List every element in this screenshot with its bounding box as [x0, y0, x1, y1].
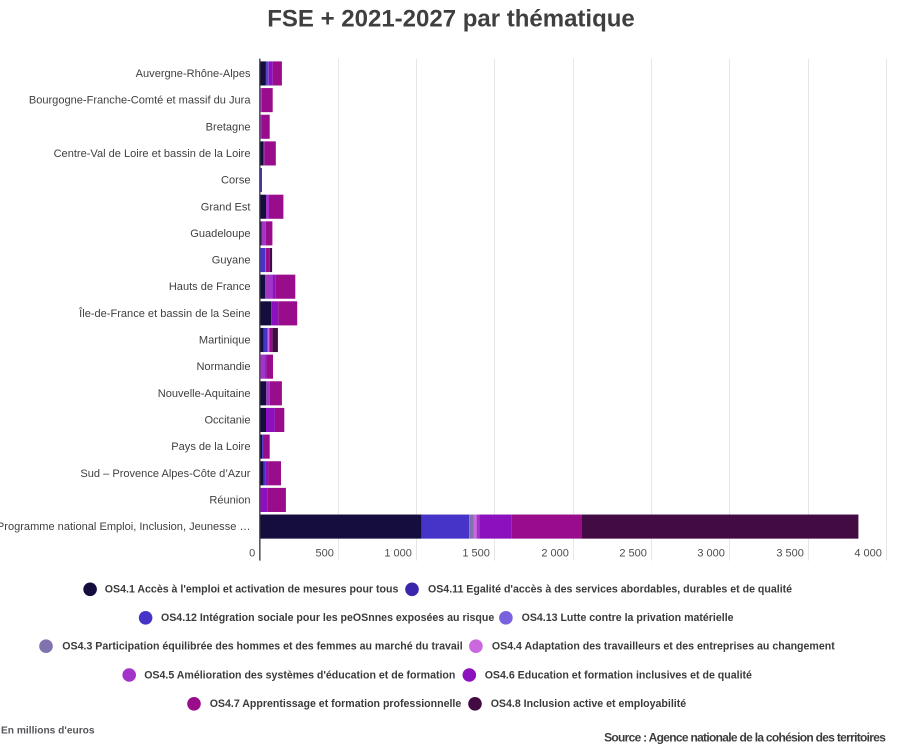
svg-text:Normandie: Normandie — [196, 361, 250, 373]
svg-text:Martinique: Martinique — [199, 335, 251, 347]
svg-text:Hauts de France: Hauts de France — [169, 281, 251, 293]
svg-text:Sud – Provence Alpes-Côte d’Az: Sud – Provence Alpes-Côte d’Azur — [80, 468, 250, 480]
svg-text:Bretagne: Bretagne — [206, 121, 251, 133]
svg-text:OS4.12 Intégration sociale pou: OS4.12 Intégration sociale pour les peOS… — [161, 612, 494, 624]
svg-text:3 000: 3 000 — [697, 548, 725, 560]
svg-text:Grand Est: Grand Est — [201, 201, 251, 213]
svg-text:OS4.1 Accès à l'emploi et acti: OS4.1 Accès à l'emploi et activation de … — [105, 584, 399, 596]
svg-text:1 000: 1 000 — [384, 548, 412, 560]
svg-text:OS4.6 Education et formation i: OS4.6 Education et formation inclusives … — [485, 669, 752, 681]
svg-text:3 500: 3 500 — [776, 548, 804, 560]
svg-text:Bourgogne-Franche-Comté et mas: Bourgogne-Franche-Comté et massif du Jur… — [29, 95, 252, 107]
svg-text:En millions d'euros: En millions d'euros — [1, 726, 95, 737]
svg-text:2 500: 2 500 — [619, 548, 647, 560]
svg-text:Corse: Corse — [221, 175, 250, 187]
svg-text:Île-de-France et bassin de la: Île-de-France et bassin de la Seine — [78, 307, 250, 320]
svg-text:Auvergne-Rhône-Alpes: Auvergne-Rhône-Alpes — [136, 68, 251, 80]
svg-text:OS4.8 Inclusion active et empl: OS4.8 Inclusion active et employabilité — [491, 698, 687, 710]
svg-text:OS4.13 Lutte contre la privati: OS4.13 Lutte contre la privation matérie… — [522, 612, 734, 624]
svg-text:OS4.3 Participation équilibrée: OS4.3 Participation équilibrée des homme… — [62, 641, 462, 653]
svg-text:Programme national Emploi, Inc: Programme national Emploi, Inclusion, Je… — [0, 521, 251, 533]
svg-text:Guadeloupe: Guadeloupe — [190, 228, 250, 240]
svg-text:OS4.5 Amélioration des système: OS4.5 Amélioration des systèmes d'éducat… — [144, 669, 455, 681]
svg-text:Nouvelle-Aquitaine: Nouvelle-Aquitaine — [158, 388, 251, 400]
svg-text:OS4.4 Adaptation des travaille: OS4.4 Adaptation des travailleurs et des… — [492, 641, 835, 653]
svg-text:OS4.7 Apprentissage et formati: OS4.7 Apprentissage et formation profess… — [210, 698, 462, 710]
svg-text:Pays de la Loire: Pays de la Loire — [171, 441, 250, 453]
svg-text:Réunion: Réunion — [209, 494, 250, 506]
svg-text:4 000: 4 000 — [854, 548, 882, 560]
svg-text:1 500: 1 500 — [462, 548, 490, 560]
svg-text:OS4.11 Egalité d'accès à des s: OS4.11 Egalité d'accès à des services ab… — [428, 584, 792, 596]
svg-text:Centre-Val de Loire et bassin: Centre-Val de Loire et bassin de la Loir… — [54, 148, 251, 160]
svg-text:Guyane: Guyane — [212, 255, 251, 267]
svg-text:500: 500 — [316, 548, 334, 560]
svg-text:FSE + 2021-2027 par thématique: FSE + 2021-2027 par thématique — [267, 6, 635, 33]
svg-text:Source : Agence nationale de l: Source : Agence nationale de la cohésion… — [604, 731, 886, 745]
svg-text:Occitanie: Occitanie — [204, 415, 250, 427]
svg-text:0: 0 — [249, 548, 255, 560]
svg-text:2 000: 2 000 — [541, 548, 569, 560]
